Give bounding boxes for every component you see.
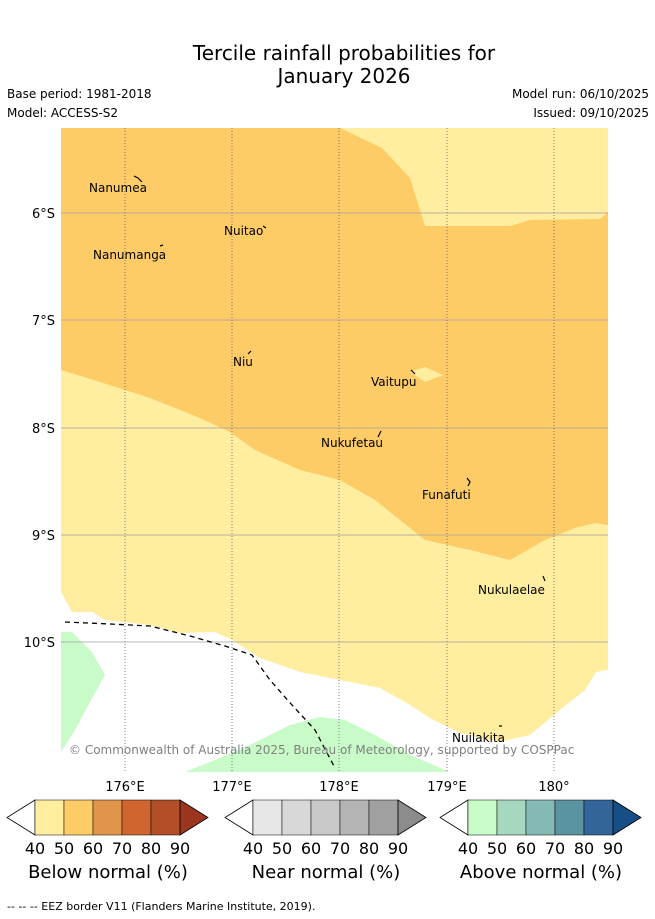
- lat-label-6s: 6°S: [32, 207, 55, 222]
- above-colorbar-cell-2: [525, 799, 556, 836]
- below-colorbar-min-arrow: [6, 799, 36, 836]
- latitude-gridlines: [61, 212, 608, 643]
- eez-border-line: [64, 621, 336, 769]
- near-colorbar-min-arrow: [224, 799, 254, 836]
- legend-below-normal: 40 50 60 70 80 90: [6, 799, 209, 858]
- title-line-2: January 2026: [277, 64, 411, 88]
- near-colorbar-cell-4: [368, 799, 399, 836]
- longitude-gridlines: [124, 128, 555, 772]
- label-nukufetau: Nukufetau: [321, 436, 383, 450]
- copyright-notice: © Commonwealth of Australia 2025, Bureau…: [69, 743, 574, 757]
- below-colorbar-tick-80: 80: [141, 839, 161, 858]
- nukulaelae-island: [542, 575, 546, 582]
- model-name: Model: ACCESS-S2: [7, 106, 119, 120]
- nanumanga-island: [159, 244, 164, 247]
- legend-above-normal: 40 50 60 70 80 90: [439, 799, 642, 858]
- near-colorbar-cell-1: [281, 799, 312, 836]
- below-colorbar-cell-0: [34, 799, 65, 836]
- nanumea-island: [133, 175, 143, 183]
- nukufetau-island: [377, 430, 382, 438]
- label-nanumea: Nanumea: [89, 181, 147, 195]
- near-colorbar-tick-50: 50: [272, 839, 292, 858]
- above-colorbar-tick-60: 60: [516, 839, 536, 858]
- label-funafuti: Funafuti: [422, 488, 471, 502]
- below-colorbar-cell-1: [63, 799, 94, 836]
- near-colorbar-tick-80: 80: [359, 839, 379, 858]
- above-colorbar-cell-1: [496, 799, 527, 836]
- above-normal-40-50-region-west: [61, 632, 105, 752]
- light-patch-vaitupu: [410, 367, 443, 382]
- model-run: Model run: 06/10/2025: [511, 87, 649, 101]
- issued-date: Issued: 09/10/2025: [533, 106, 649, 120]
- vaitupu-island: [410, 369, 416, 375]
- below-colorbar-tick-60: 60: [83, 839, 103, 858]
- above-colorbar-max-arrow: [612, 799, 642, 836]
- legend-title-below: Below normal (%): [28, 862, 188, 883]
- lon-label-177e: 177°E: [212, 780, 252, 795]
- above-colorbar-cell-0: [467, 799, 498, 836]
- legend-near-normal: 40 50 60 70 80 90: [224, 799, 427, 858]
- label-niu: Niu: [233, 355, 253, 369]
- near-colorbar-tick-40: 40: [243, 839, 263, 858]
- legend-title-near: Near normal (%): [251, 862, 401, 883]
- above-colorbar-tick-70: 70: [545, 839, 565, 858]
- above-normal-40-50-region-south: [185, 717, 450, 772]
- funafuti-island: [466, 477, 471, 487]
- lat-label-9s: 9°S: [32, 529, 55, 544]
- near-colorbar-cell-3: [339, 799, 370, 836]
- below-normal-50-60-region: [61, 128, 608, 560]
- map-title: Tercile rainfall probabilities for Janua…: [0, 42, 655, 88]
- near-colorbar-cell-2: [310, 799, 341, 836]
- label-vaitupu: Vaitupu: [371, 375, 417, 389]
- eez-footer-note: -- -- -- EEZ border V11 (Flanders Marine…: [7, 900, 316, 913]
- below-colorbar-cell-3: [121, 799, 152, 836]
- lon-label-180: 180°: [538, 780, 569, 795]
- below-colorbar-cell-2: [92, 799, 123, 836]
- near-colorbar-tick-70: 70: [330, 839, 350, 858]
- lat-label-7s: 7°S: [32, 314, 55, 329]
- base-period: Base period: 1981-2018: [7, 87, 152, 101]
- below-colorbar-tick-40: 40: [25, 839, 45, 858]
- above-colorbar-min-arrow: [439, 799, 469, 836]
- legend-title-above: Above normal (%): [459, 862, 623, 883]
- niu-island: [247, 350, 252, 355]
- below-colorbar-tick-70: 70: [112, 839, 132, 858]
- below-colorbar-tick-50: 50: [54, 839, 74, 858]
- lon-label-178e: 178°E: [319, 780, 359, 795]
- label-nukulaelae: Nukulaelae: [478, 583, 545, 597]
- label-nanumanga: Nanumanga: [93, 248, 166, 262]
- nuitao-island: [262, 225, 267, 229]
- label-nuilakita: Nuilakita: [452, 731, 505, 745]
- above-colorbar-tick-40: 40: [458, 839, 478, 858]
- above-colorbar-cell-3: [554, 799, 585, 836]
- below-colorbar-cell-4: [150, 799, 181, 836]
- below-colorbar-tick-90: 90: [170, 839, 190, 858]
- above-colorbar-tick-90: 90: [603, 839, 623, 858]
- lat-label-8s: 8°S: [32, 422, 55, 437]
- above-colorbar-tick-50: 50: [487, 839, 507, 858]
- above-colorbar-cell-4: [583, 799, 614, 836]
- lon-label-176e: 176°E: [105, 780, 145, 795]
- near-colorbar-tick-90: 90: [388, 839, 408, 858]
- above-colorbar-tick-80: 80: [574, 839, 594, 858]
- lon-label-179e: 179°E: [427, 780, 467, 795]
- near-colorbar-max-arrow: [397, 799, 427, 836]
- near-colorbar-cell-0: [252, 799, 283, 836]
- island-outlines: [133, 175, 546, 727]
- below-colorbar-max-arrow: [179, 799, 209, 836]
- lat-label-10s: 10°S: [24, 636, 55, 651]
- label-nuitao: Nuitao: [224, 224, 263, 238]
- near-colorbar-tick-60: 60: [301, 839, 321, 858]
- title-line-1: Tercile rainfall probabilities for: [192, 41, 496, 65]
